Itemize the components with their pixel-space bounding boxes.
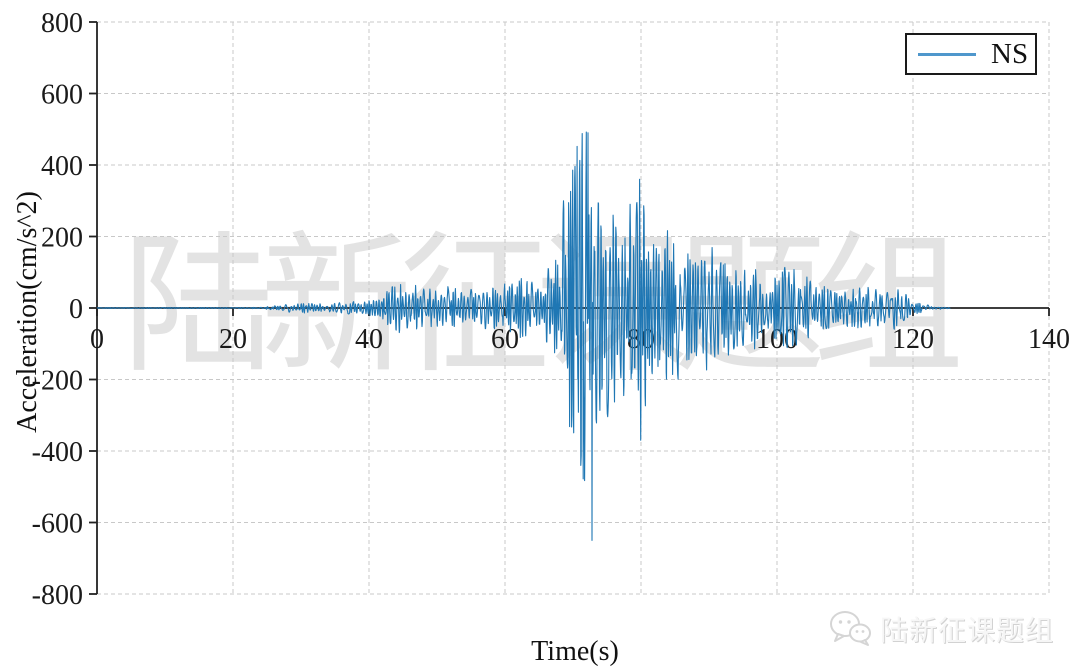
legend-line-sample: [918, 52, 976, 56]
wechat-icon: [830, 611, 871, 646]
y-tick-label: 400: [41, 151, 83, 182]
y-axis-title: Acceleration(cm/s^2): [12, 191, 43, 433]
x-tick-label: 120: [892, 324, 934, 355]
y-tick-label: 0: [69, 294, 83, 325]
x-tick-label: 0: [90, 324, 104, 355]
x-tick-label: 60: [491, 324, 519, 355]
y-tick-label: -800: [32, 580, 83, 611]
legend: NS: [905, 33, 1037, 75]
y-tick-label: 600: [41, 80, 83, 111]
y-tick-label: 200: [41, 223, 83, 254]
legend-label: NS: [991, 37, 1029, 70]
y-tick-label: -600: [32, 509, 83, 540]
x-axis-title: Time(s): [531, 636, 619, 667]
y-tick-label: -400: [32, 437, 83, 468]
waveform-ns: [96, 131, 951, 541]
footer-logo-text: 陆新征课题组: [880, 615, 1055, 646]
x-tick-label: 40: [355, 324, 383, 355]
footer-logo: 陆新征课题组: [828, 609, 1054, 649]
x-tick-label: 140: [1028, 324, 1070, 355]
y-tick-label: 800: [41, 8, 83, 39]
y-tick-label: -200: [32, 366, 83, 397]
x-tick-label: 20: [219, 324, 247, 355]
